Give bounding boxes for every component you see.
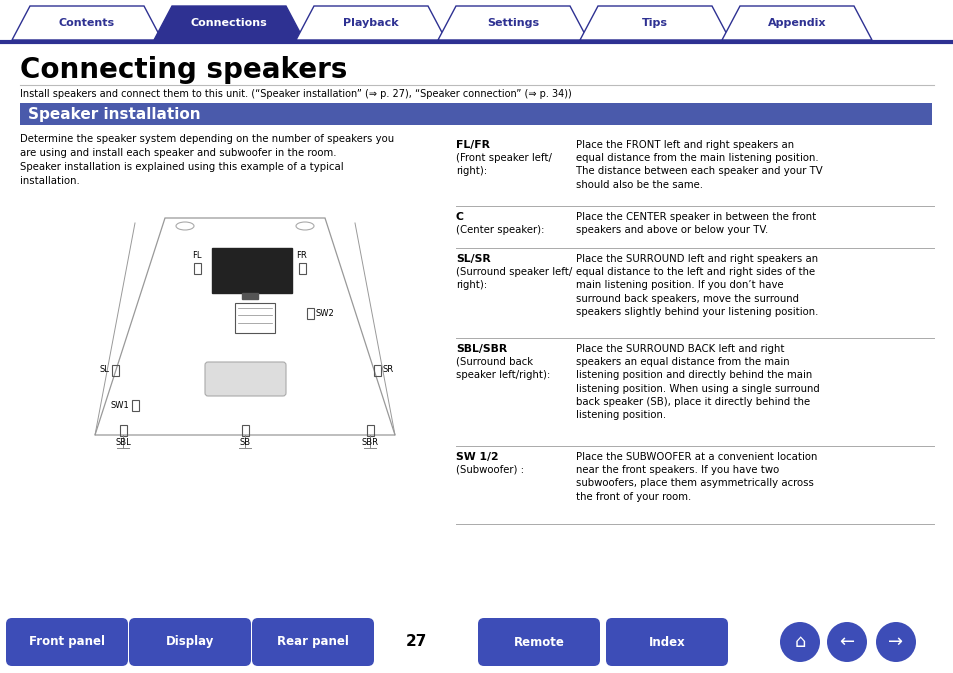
Polygon shape [437, 6, 587, 40]
Text: →: → [887, 633, 902, 651]
Circle shape [875, 622, 915, 662]
Polygon shape [721, 6, 871, 40]
Text: (Subwoofer) :: (Subwoofer) : [456, 465, 523, 475]
Text: 27: 27 [405, 635, 426, 649]
Text: SBL: SBL [115, 438, 131, 447]
Text: Determine the speaker system depending on the number of speakers you
are using a: Determine the speaker system depending o… [20, 134, 394, 186]
Bar [234, 303, 274, 333]
Text: SB: SB [239, 438, 251, 447]
Polygon shape [153, 6, 304, 40]
Text: FL/FR: FL/FR [456, 140, 490, 150]
Text: Contents: Contents [59, 18, 115, 28]
Text: SR: SR [382, 365, 394, 374]
Bar [307, 308, 314, 319]
Text: Connections: Connections [191, 18, 267, 28]
Text: Display: Display [166, 635, 214, 649]
Bar [20, 103, 931, 125]
Text: SBR: SBR [361, 438, 378, 447]
Text: SW1: SW1 [111, 400, 129, 409]
Text: SW 1/2: SW 1/2 [456, 452, 498, 462]
Bar [242, 425, 249, 436]
Text: FR: FR [296, 251, 307, 260]
Circle shape [780, 622, 820, 662]
Text: (Center speaker):: (Center speaker): [456, 225, 544, 235]
Text: Remote: Remote [513, 635, 564, 649]
Text: Tips: Tips [641, 18, 667, 28]
Text: SL/SR: SL/SR [456, 254, 490, 264]
FancyBboxPatch shape [252, 618, 374, 666]
Bar [298, 263, 306, 274]
Bar [132, 400, 139, 411]
Text: SL: SL [99, 365, 109, 374]
Bar [367, 425, 374, 436]
Polygon shape [579, 6, 729, 40]
Bar [120, 425, 127, 436]
FancyBboxPatch shape [6, 618, 128, 666]
Text: ←: ← [839, 633, 854, 651]
Bar [242, 293, 257, 299]
FancyBboxPatch shape [477, 618, 599, 666]
FancyBboxPatch shape [205, 362, 286, 396]
Text: Install speakers and connect them to this unit. (“Speaker installation” (⇒ p. 27: Install speakers and connect them to thi… [20, 89, 571, 99]
Text: Place the SUBWOOFER at a convenient location
near the front speakers. If you hav: Place the SUBWOOFER at a convenient loca… [576, 452, 817, 501]
Text: ⌂: ⌂ [794, 633, 805, 651]
Text: SBL/SBR: SBL/SBR [456, 344, 507, 354]
Text: Place the SURROUND left and right speakers an
equal distance to the left and rig: Place the SURROUND left and right speake… [576, 254, 818, 317]
Text: (Surround back
speaker left/right):: (Surround back speaker left/right): [456, 357, 550, 380]
Text: FL: FL [193, 251, 201, 260]
FancyBboxPatch shape [129, 618, 251, 666]
Text: Settings: Settings [486, 18, 538, 28]
Text: SW2: SW2 [315, 308, 335, 318]
Text: Place the FRONT left and right speakers an
equal distance from the main listenin: Place the FRONT left and right speakers … [576, 140, 821, 190]
Text: Appendix: Appendix [767, 18, 825, 28]
Polygon shape [295, 6, 446, 40]
Bar [212, 248, 292, 293]
FancyBboxPatch shape [605, 618, 727, 666]
Bar [112, 365, 119, 376]
Text: C: C [456, 212, 463, 222]
Text: Playback: Playback [343, 18, 398, 28]
Text: (Front speaker left/
right):: (Front speaker left/ right): [456, 153, 551, 176]
Text: Speaker installation: Speaker installation [28, 106, 200, 122]
Text: Rear panel: Rear panel [276, 635, 349, 649]
Text: Place the CENTER speaker in between the front
speakers and above or below your T: Place the CENTER speaker in between the … [576, 212, 816, 235]
Text: Connecting speakers: Connecting speakers [20, 56, 347, 84]
Text: Index: Index [648, 635, 684, 649]
Bar [193, 263, 201, 274]
Text: Place the SURROUND BACK left and right
speakers an equal distance from the main
: Place the SURROUND BACK left and right s… [576, 344, 819, 420]
Circle shape [826, 622, 866, 662]
Text: (Surround speaker left/
right):: (Surround speaker left/ right): [456, 267, 572, 290]
Bar [374, 365, 380, 376]
Text: Front panel: Front panel [29, 635, 105, 649]
Polygon shape [12, 6, 162, 40]
